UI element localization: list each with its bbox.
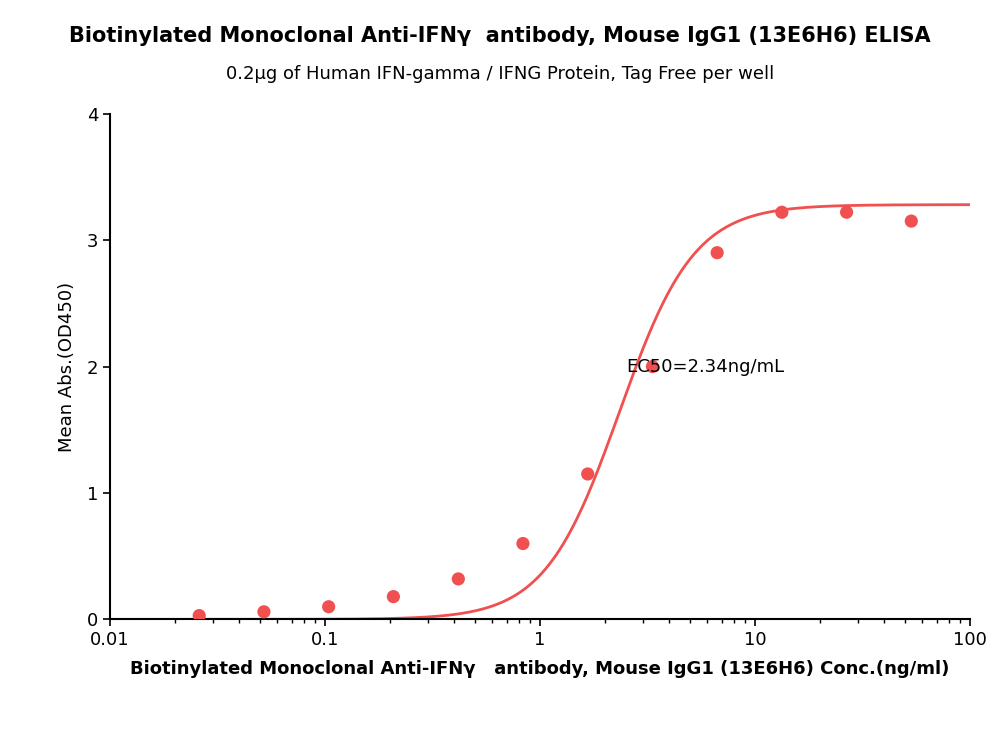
Point: [321, 601, 337, 613]
Point: [580, 468, 596, 480]
Point: [839, 207, 855, 218]
Text: 0.2μg of Human IFN-gamma / IFNG Protein, Tag Free per well: 0.2μg of Human IFN-gamma / IFNG Protein,…: [226, 65, 774, 83]
Point: [903, 216, 919, 227]
Point: [450, 573, 466, 585]
X-axis label: Biotinylated Monoclonal Anti-IFNγ   antibody, Mouse IgG1 (13E6H6) Conc.(ng/ml): Biotinylated Monoclonal Anti-IFNγ antibo…: [130, 660, 950, 678]
Point: [385, 591, 401, 603]
Point: [644, 361, 660, 372]
Point: [774, 207, 790, 218]
Point: [256, 606, 272, 618]
Point: [515, 538, 531, 550]
Text: EC50=2.34ng/mL: EC50=2.34ng/mL: [626, 358, 784, 375]
Point: [709, 247, 725, 259]
Y-axis label: Mean Abs.(OD450): Mean Abs.(OD450): [58, 281, 76, 452]
Point: [191, 610, 207, 622]
Text: Biotinylated Monoclonal Anti-IFNγ  antibody, Mouse IgG1 (13E6H6) ELISA: Biotinylated Monoclonal Anti-IFNγ antibo…: [69, 26, 931, 45]
